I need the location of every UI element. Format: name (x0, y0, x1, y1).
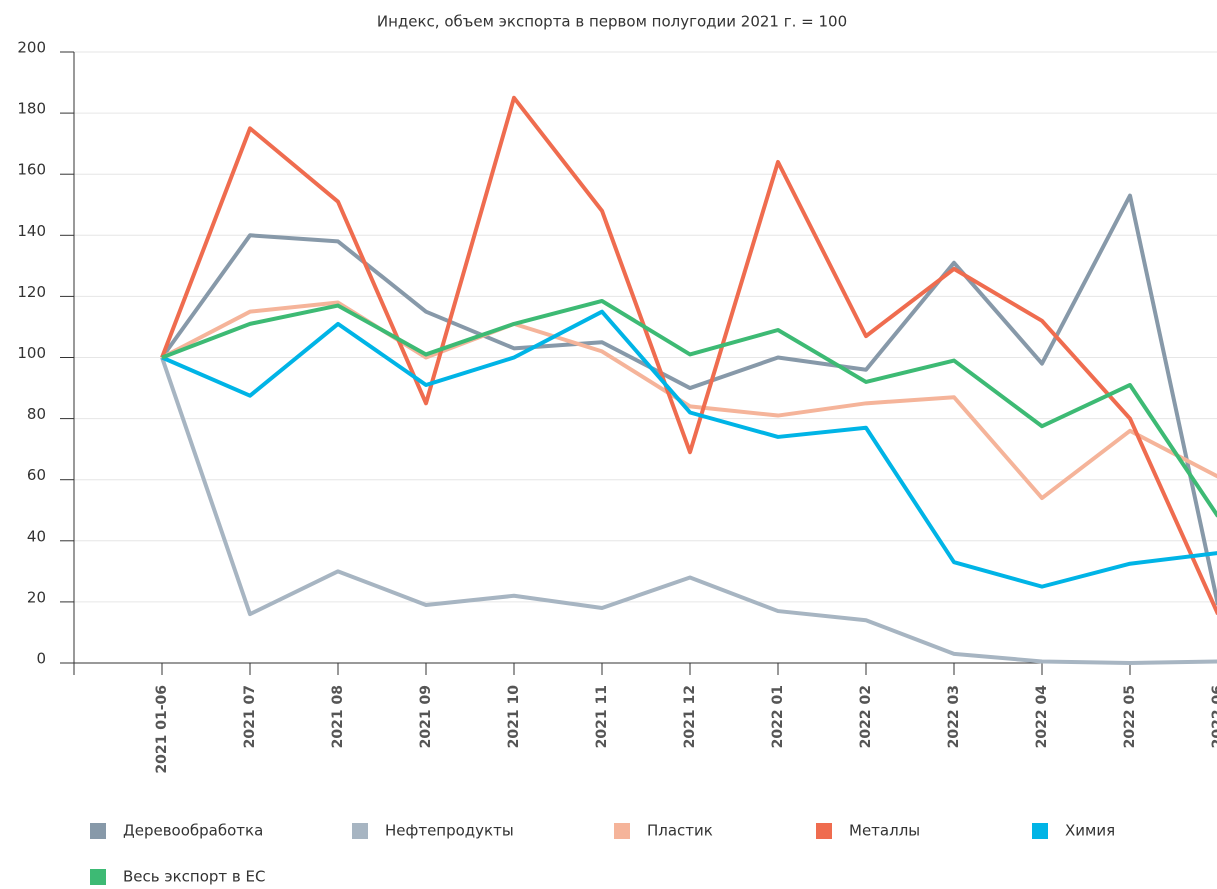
y-tick-label: 120 (17, 283, 46, 301)
legend-label: Пластик (647, 822, 713, 840)
legend-swatch (614, 823, 630, 839)
y-tick-label: 200 (17, 39, 46, 57)
y-tick-label: 160 (17, 161, 46, 179)
x-tick-label: 2021 11 (594, 685, 610, 748)
series-line (161, 309, 1217, 589)
x-tick-label: 2021 09 (418, 685, 434, 748)
x-tick-label: 2022 01 (770, 685, 786, 748)
y-tick-label: 60 (27, 466, 46, 484)
legend-swatch (816, 823, 832, 839)
legend-label: Весь экспорт в ЕС (123, 868, 266, 886)
series-line (160, 356, 1217, 665)
x-tick-label: 2022 02 (858, 685, 874, 748)
legend-swatch (90, 823, 106, 839)
legend-label: Нефтепродукты (385, 822, 514, 840)
x-tick-label: 2021 10 (506, 685, 522, 749)
y-tick-label: 80 (27, 405, 46, 423)
y-tick-label: 180 (17, 100, 46, 118)
legend-label: Деревообработка (123, 822, 263, 840)
x-tick-label: 2022 04 (1034, 685, 1050, 749)
y-tick-label: 0 (36, 650, 46, 668)
legend-swatch (90, 869, 106, 885)
x-tick-label: 2022 05 (1122, 685, 1138, 748)
legend-swatch (1032, 823, 1048, 839)
y-tick-label: 40 (27, 527, 46, 545)
x-tick-label: 2021 07 (242, 685, 258, 748)
x-tick-label: 2021 08 (330, 685, 346, 748)
y-tick-label: 140 (17, 222, 46, 240)
chart-title: Индекс, объем экспорта в первом полугоди… (377, 13, 847, 31)
series-line (160, 193, 1217, 606)
legend-swatch (352, 823, 368, 839)
x-tick-label: 2021 01-06 (154, 685, 170, 774)
legend-label: Химия (1065, 822, 1115, 840)
x-tick-label: 2022 06 (1210, 685, 1217, 748)
series-line (161, 300, 1217, 501)
series-line (160, 95, 1217, 615)
y-tick-label: 20 (27, 588, 46, 606)
legend-label: Металлы (849, 822, 920, 840)
series-line (161, 298, 1217, 518)
x-tick-label: 2021 12 (682, 685, 698, 748)
y-tick-label: 100 (17, 344, 46, 362)
x-tick-label: 2022 03 (946, 685, 962, 748)
